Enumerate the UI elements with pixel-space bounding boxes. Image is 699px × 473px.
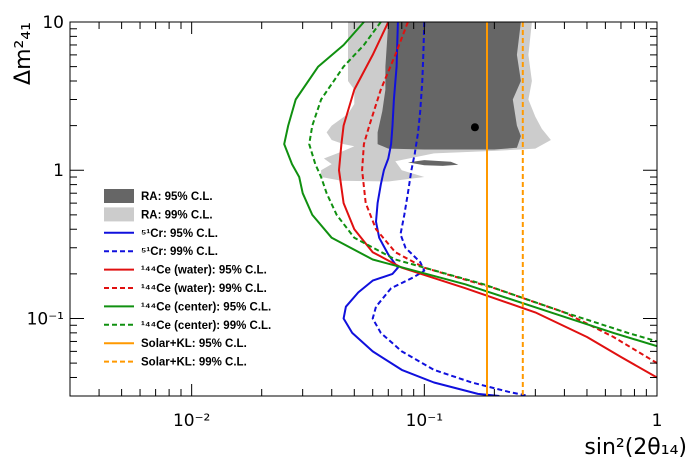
markers [470,123,479,132]
legend-label: RA: 95% C.L. [141,191,213,203]
region-ra-95-c-l-1 [407,160,459,166]
legend-label: ¹⁴⁴Ce (center): 99% C.L. [141,320,271,332]
y-tick-label: 1 [53,161,64,181]
x-tick-label: 10⁻² [173,411,210,431]
legend-swatch [104,189,134,203]
legend-entry-solar-kl-99-c-l: Solar+KL: 99% C.L. [104,357,247,369]
legend: RA: 95% C.L. RA: 99% C.L. ⁵¹Cr: 95% C.L. ⁵¹… [104,189,271,369]
legend-entry-solar-kl-95-c-l: Solar+KL: 95% C.L. [104,338,247,350]
legend-entry-144ce-center-95-c-l: ¹⁴⁴Ce (center): 95% C.L. [104,301,271,313]
legend-swatch [104,207,134,222]
y-axis-title: Δm²₄₁ [11,22,36,85]
series-144ce-center-99-c-l [308,22,657,343]
legend-label: Solar+KL: 95% C.L. [141,338,247,350]
legend-entry-51cr-95-c-l: ⁵¹Cr: 95% C.L. [104,228,218,240]
legend-label: ¹⁴⁴Ce (water): 95% C.L. [141,265,267,277]
legend-label: RA: 99% C.L. [141,209,213,221]
axes: 10⁻² 10⁻¹ 1 10⁻¹ 1 10 sin²(2θ₁₄) Δm²₄₁ [11,13,687,460]
y-tick-label: 10⁻¹ [27,309,64,329]
series-144ce-water-99-c-l [361,22,657,364]
y-tick-label: 10 [42,13,64,33]
legend-label: ¹⁴⁴Ce (center): 95% C.L. [141,301,271,313]
series-51cr-95-c-l [342,22,500,396]
series-51cr-99-c-l [371,22,529,396]
legend-entry-ra-95-c-l: RA: 95% C.L. [104,189,213,203]
legend-label: ¹⁴⁴Ce (water): 99% C.L. [141,283,267,295]
series-144ce-center-95-c-l [283,22,657,348]
region-ra-95-c-l-0 [377,22,521,150]
contour-lines [283,22,657,396]
plot-frame [69,21,658,397]
best-fit-point [470,123,479,132]
legend-entry-ra-99-c-l: RA: 99% C.L. [104,207,213,222]
x-tick-label: 1 [652,411,663,431]
legend-label: ⁵¹Cr: 99% C.L. [141,246,218,258]
contour-regions [321,22,551,182]
legend-entry-144ce-water-95-c-l: ¹⁴⁴Ce (water): 95% C.L. [104,265,267,277]
tick-marks [69,21,658,397]
legend-label: Solar+KL: 99% C.L. [141,357,247,369]
legend-entry-144ce-center-99-c-l: ¹⁴⁴Ce (center): 99% C.L. [104,320,271,332]
series-144ce-water-95-c-l [338,22,657,379]
legend-label: ⁵¹Cr: 95% C.L. [141,228,218,240]
x-tick-label: 10⁻¹ [406,411,443,431]
x-axis-title: sin²(2θ₁₄) [584,435,687,460]
legend-entry-51cr-99-c-l: ⁵¹Cr: 99% C.L. [104,246,218,258]
legend-entry-144ce-water-99-c-l: ¹⁴⁴Ce (water): 99% C.L. [104,283,267,295]
